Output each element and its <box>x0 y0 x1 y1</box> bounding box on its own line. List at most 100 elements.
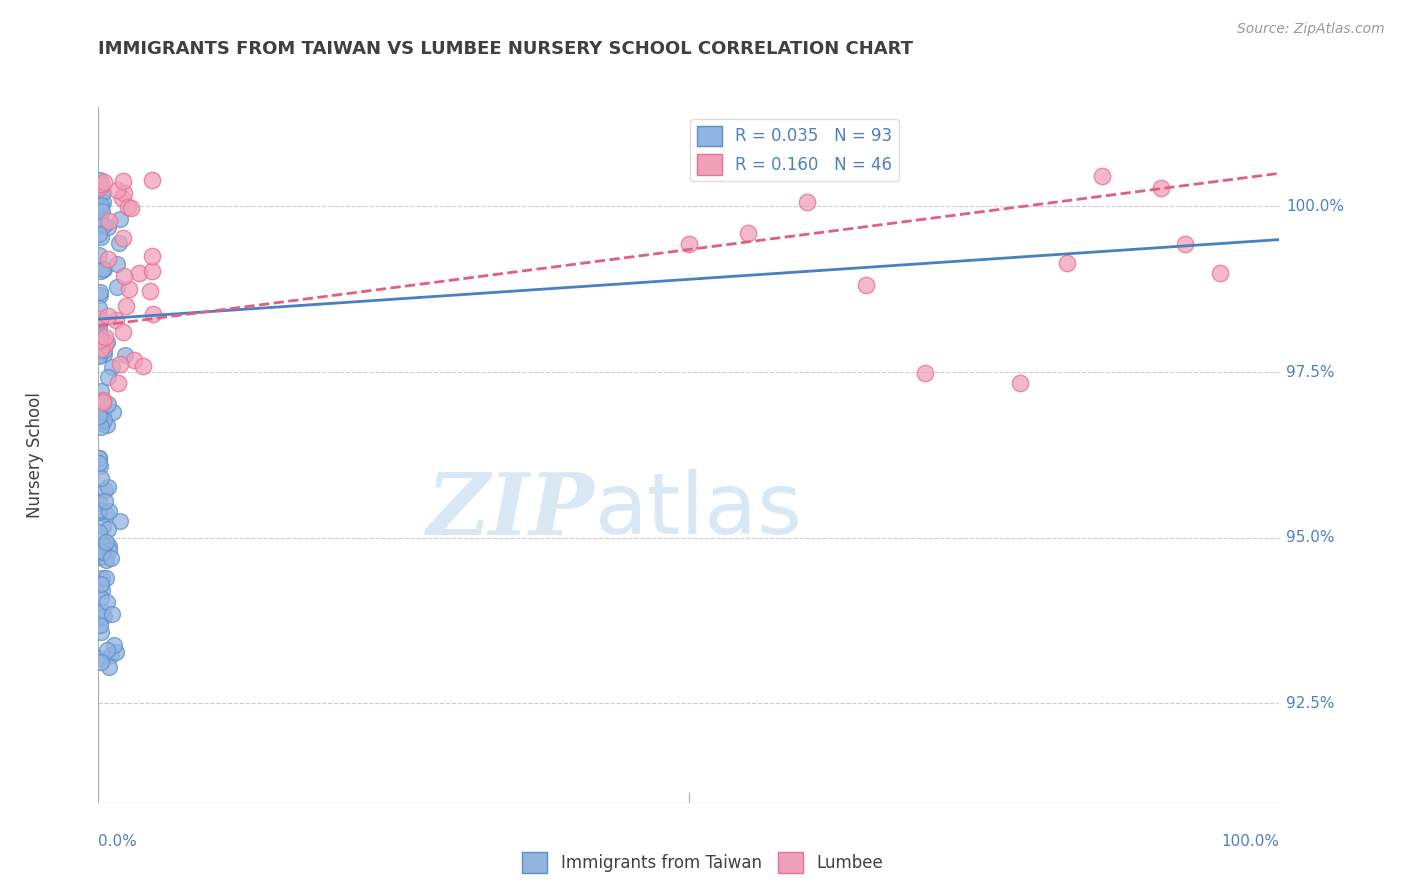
Point <box>1091 169 1114 183</box>
Point <box>103 638 125 652</box>
Point <box>93 413 115 427</box>
Point <box>91 194 114 209</box>
Point <box>98 543 121 558</box>
Point <box>87 505 110 519</box>
Point <box>90 420 112 434</box>
Point <box>91 538 114 552</box>
Point <box>89 349 111 363</box>
Point <box>128 267 150 281</box>
Text: IMMIGRANTS FROM TAIWAN VS LUMBEE NURSERY SCHOOL CORRELATION CHART: IMMIGRANTS FROM TAIWAN VS LUMBEE NURSERY… <box>98 40 914 58</box>
Point <box>90 583 112 598</box>
Point <box>87 410 110 425</box>
Point <box>118 282 141 296</box>
Point <box>132 359 155 373</box>
Point <box>96 335 118 350</box>
Text: 100.0%: 100.0% <box>1222 834 1279 849</box>
Point <box>678 236 700 251</box>
Point <box>111 230 134 244</box>
Point <box>87 248 110 262</box>
Point <box>94 507 117 521</box>
Text: 0.0%: 0.0% <box>98 834 138 849</box>
Point <box>89 416 111 430</box>
Point <box>105 313 128 327</box>
Point <box>91 262 114 277</box>
Point <box>94 336 117 351</box>
Point <box>105 257 128 271</box>
Point <box>108 514 131 528</box>
Point <box>94 553 117 567</box>
Point <box>93 493 115 508</box>
Point <box>855 278 877 293</box>
Point <box>90 409 112 424</box>
Point <box>89 409 111 423</box>
Point <box>91 519 114 533</box>
Point <box>97 522 120 536</box>
Point <box>142 307 165 321</box>
Legend: R = 0.035   N = 93, R = 0.160   N = 46: R = 0.035 N = 93, R = 0.160 N = 46 <box>690 119 898 181</box>
Point <box>97 481 120 495</box>
Point <box>91 185 114 199</box>
Point <box>96 643 118 657</box>
Point <box>90 576 112 591</box>
Point <box>90 625 112 640</box>
Point <box>93 261 115 276</box>
Point <box>87 326 110 341</box>
Point <box>90 180 112 194</box>
Point <box>1008 376 1031 390</box>
Point <box>94 483 117 497</box>
Point <box>91 545 114 559</box>
Point <box>97 660 120 674</box>
Point <box>112 269 135 284</box>
Point <box>90 655 112 669</box>
Point <box>87 544 110 558</box>
Point <box>90 177 112 191</box>
Point <box>93 347 115 361</box>
Text: 92.5%: 92.5% <box>1286 696 1334 711</box>
Point <box>89 285 111 299</box>
Point <box>87 502 110 516</box>
Point <box>89 495 111 509</box>
Text: Nursery School: Nursery School <box>27 392 44 518</box>
Point <box>90 329 112 343</box>
Point <box>112 174 135 188</box>
Point <box>89 287 111 301</box>
Point <box>97 504 120 518</box>
Point <box>98 540 121 554</box>
Point <box>87 609 110 624</box>
Point <box>90 471 112 485</box>
Point <box>90 201 112 215</box>
Point <box>90 384 112 399</box>
Point <box>141 172 163 186</box>
Point <box>90 264 112 278</box>
Point <box>89 459 111 474</box>
Point <box>141 264 163 278</box>
Point <box>111 191 134 205</box>
Point <box>91 394 114 409</box>
Point <box>1209 266 1232 280</box>
Point <box>914 366 936 380</box>
Point <box>115 299 138 313</box>
Point <box>1150 181 1173 195</box>
Point <box>89 650 111 665</box>
Point <box>91 203 114 218</box>
Point <box>101 607 124 621</box>
Point <box>100 550 122 565</box>
Point <box>89 333 111 347</box>
Point <box>91 570 114 584</box>
Point <box>1056 255 1078 269</box>
Point <box>89 211 111 226</box>
Point <box>122 353 145 368</box>
Point <box>1174 236 1197 251</box>
Point <box>89 312 111 326</box>
Point <box>90 342 112 356</box>
Point <box>94 571 117 585</box>
Point <box>87 524 110 539</box>
Point <box>100 648 122 662</box>
Point <box>114 348 136 362</box>
Point <box>97 252 120 266</box>
Point <box>737 227 759 241</box>
Point <box>90 198 112 212</box>
Point <box>93 403 115 417</box>
Point <box>87 456 110 470</box>
Point <box>139 284 162 298</box>
